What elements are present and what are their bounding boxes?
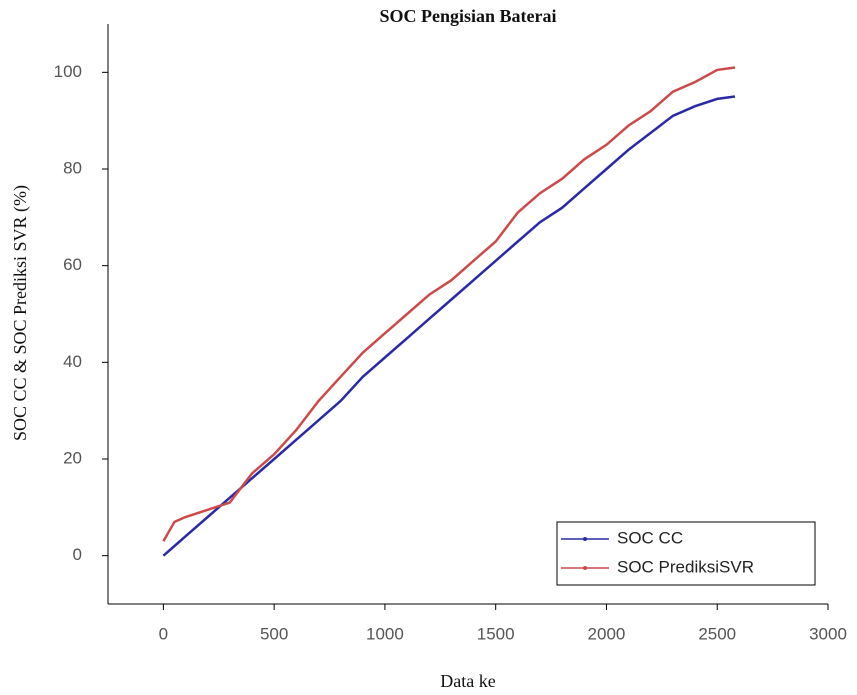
y-tick-label: 100 [54,62,82,81]
x-tick-label: 500 [260,624,288,643]
y-tick-label: 0 [73,545,82,564]
legend-label: SOC PrediksiSVR [617,557,754,576]
y-tick-label: 20 [63,448,82,467]
x-tick-label: 1000 [366,624,404,643]
legend-marker [583,537,587,541]
x-tick-label: 0 [159,624,168,643]
x-tick-label: 2500 [698,624,736,643]
y-tick-label: 80 [63,158,82,177]
y-tick-label: 60 [63,255,82,274]
legend-label: SOC CC [617,528,683,547]
y-axis-label: SOC CC & SOC Prediksi SVR (%) [10,185,31,441]
x-tick-label: 1500 [477,624,515,643]
series-line [162,95,736,557]
y-tick-label: 40 [63,352,82,371]
x-tick-label: 2000 [588,624,626,643]
legend-marker [583,566,587,570]
x-axis-label: Data ke [440,671,495,691]
x-tick-label: 3000 [809,624,847,643]
chart-title: SOC Pengisian Baterai [379,6,556,26]
legend-box [556,521,816,586]
series-line [162,66,736,542]
